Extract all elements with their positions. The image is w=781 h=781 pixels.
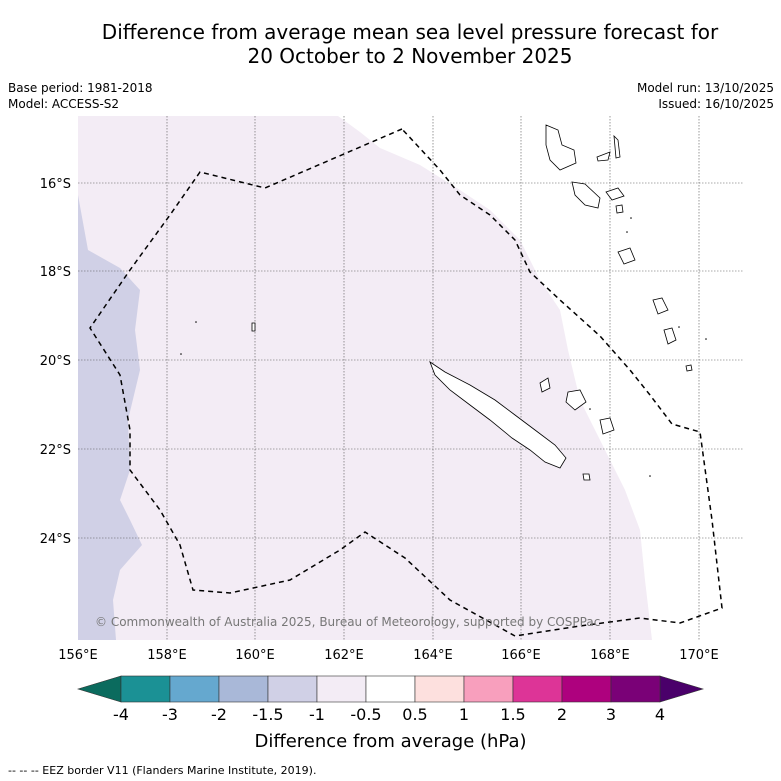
- lat-label-16s: 16°S: [40, 177, 71, 192]
- colorbar-tick-label: -1: [309, 705, 325, 724]
- colorbar-segment: [316, 675, 367, 703]
- islet: [180, 353, 182, 355]
- colorbar-segment: [414, 675, 465, 703]
- colorbar-tick-label: -1.5: [252, 705, 283, 724]
- vanuatu-efate: [617, 247, 636, 265]
- colorbar-tick-label: -2: [211, 705, 227, 724]
- colorbar-segment: [561, 675, 612, 703]
- colorbar-tick-label: -4: [113, 705, 129, 724]
- eez-footer-note: -- -- -- EEZ border V11 (Flanders Marine…: [8, 764, 317, 777]
- vanuatu-aneityum: [685, 364, 693, 372]
- eez-border: [89, 128, 723, 637]
- colorbar-ticks: -4 -3 -2 -1.5 -1 -0.5 0.5 1 1.5 2 3 4: [113, 705, 665, 724]
- model-name: Model: ACCESS-S2: [8, 97, 120, 111]
- lat-axis: 16°S 18°S 20°S 22°S 24°S: [40, 177, 71, 547]
- loyalty-island-mare: [599, 417, 615, 435]
- colorbar-tick-label: 0.5: [402, 705, 427, 724]
- isle-of-pines: [582, 473, 591, 481]
- issued-date: Issued: 16/10/2025: [658, 97, 774, 111]
- vanuatu-espiritu-santo: [545, 124, 577, 171]
- lon-label-170e: 170°E: [679, 648, 719, 663]
- colorbar-segment: [365, 675, 416, 703]
- colorbar-extend-low: [76, 675, 122, 703]
- colorbar-tick-label: 4: [655, 705, 665, 724]
- colorbar-xlabel: Difference from average (hPa): [254, 731, 527, 752]
- loyalty-island-ouvea: [539, 377, 551, 393]
- vanuatu-malakula: [571, 181, 601, 209]
- lon-label-162e: 162°E: [324, 648, 364, 663]
- coastlines: [251, 124, 693, 481]
- lon-label-166e: 166°E: [501, 648, 541, 663]
- copyright-notice: © Commonwealth of Australia 2025, Bureau…: [95, 615, 600, 629]
- islet: [649, 475, 651, 477]
- lon-label-156e: 156°E: [58, 648, 98, 663]
- colorbar-segment: [512, 675, 563, 703]
- model-run: Model run: 13/10/2025: [636, 81, 774, 95]
- colorbar-tick-label: 3: [606, 705, 616, 724]
- gridlines: [78, 116, 744, 640]
- colorbar-segment: [120, 675, 171, 703]
- colorbar-segment: [169, 675, 220, 703]
- small-islets: [180, 217, 707, 477]
- colorbar-segment: [267, 675, 318, 703]
- colorbar-tick-label: 1: [459, 705, 469, 724]
- vanuatu-ambae: [596, 151, 611, 162]
- islet: [630, 217, 632, 219]
- colorbar: -4 -3 -2 -1.5 -1 -0.5 0.5 1 1.5 2 3 4: [76, 675, 705, 724]
- title-line2: 20 October to 2 November 2025: [247, 44, 573, 68]
- colorbar-tick-label: 2: [557, 705, 567, 724]
- chesterfield-islet: [251, 322, 256, 332]
- lon-label-160e: 160°E: [235, 648, 275, 663]
- pressure-band-minus15-minus1: [78, 195, 142, 640]
- islet: [705, 338, 707, 340]
- map-panel: © Commonwealth of Australia 2025, Bureau…: [78, 116, 744, 640]
- vanuatu-maewo: [613, 134, 621, 159]
- new-caledonia-island: [429, 360, 567, 469]
- islet: [678, 326, 680, 328]
- colorbar-segments: [120, 675, 661, 703]
- lat-label-22s: 22°S: [40, 443, 71, 458]
- islet: [589, 408, 591, 410]
- title-line1: Difference from average mean sea level p…: [101, 20, 719, 44]
- vanuatu-epi: [615, 204, 624, 214]
- lat-label-20s: 20°S: [40, 354, 71, 369]
- pressure-band-minus1-minus05: [78, 116, 652, 640]
- islet: [626, 231, 628, 233]
- colorbar-segment: [463, 675, 514, 703]
- loyalty-island-lifou: [565, 389, 587, 411]
- islet: [195, 321, 197, 323]
- lon-label-168e: 168°E: [590, 648, 630, 663]
- vanuatu-erromango: [652, 297, 669, 315]
- colorbar-tick-label: 1.5: [500, 705, 525, 724]
- lat-label-18s: 18°S: [40, 265, 71, 280]
- vanuatu-tanna: [663, 327, 677, 345]
- colorbar-tick-label: -0.5: [350, 705, 381, 724]
- lat-label-24s: 24°S: [40, 532, 71, 547]
- colorbar-segment: [610, 675, 661, 703]
- lon-label-158e: 158°E: [147, 648, 187, 663]
- base-period: Base period: 1981-2018: [8, 81, 153, 95]
- lon-label-164e: 164°E: [413, 648, 453, 663]
- colorbar-segment: [218, 675, 269, 703]
- colorbar-tick-label: -3: [162, 705, 178, 724]
- lon-axis: 156°E 158°E 160°E 162°E 164°E 166°E 168°…: [58, 648, 719, 663]
- colorbar-extend-high: [659, 675, 705, 703]
- vanuatu-pentecost: [605, 187, 625, 201]
